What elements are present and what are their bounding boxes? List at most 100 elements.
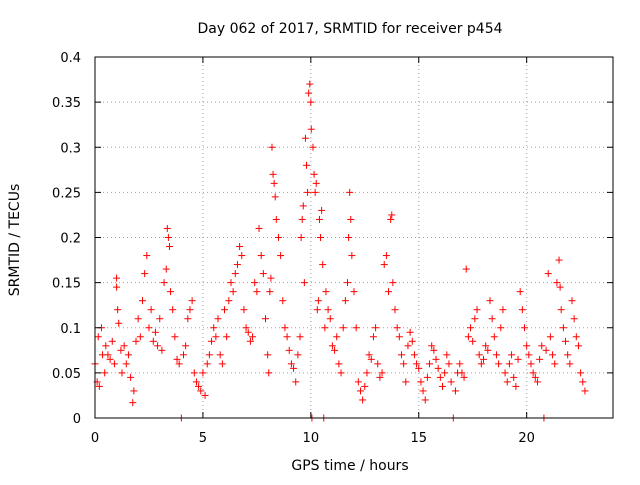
data-point xyxy=(290,364,298,372)
data-point xyxy=(436,373,444,381)
data-point xyxy=(421,396,429,404)
data-point xyxy=(562,337,570,345)
data-point xyxy=(501,369,509,377)
data-point xyxy=(564,351,572,359)
data-point xyxy=(257,252,265,260)
data-point xyxy=(581,387,589,395)
data-point xyxy=(430,346,438,354)
data-point xyxy=(318,206,326,214)
data-point xyxy=(508,351,516,359)
data-point xyxy=(477,360,485,368)
data-point xyxy=(122,360,130,368)
data-point xyxy=(104,351,112,359)
data-point xyxy=(339,324,347,332)
x-tick-label: 15 xyxy=(410,431,427,446)
data-point xyxy=(199,369,207,377)
data-point xyxy=(499,306,507,314)
data-point xyxy=(163,224,171,232)
data-point xyxy=(527,360,535,368)
data-point xyxy=(216,351,224,359)
data-point xyxy=(492,351,500,359)
data-point xyxy=(354,378,362,386)
data-point xyxy=(251,279,259,287)
data-point xyxy=(270,179,278,187)
data-point xyxy=(556,283,564,291)
data-point xyxy=(94,333,102,341)
grid xyxy=(95,57,613,418)
data-point xyxy=(117,346,125,354)
data-point xyxy=(438,382,446,390)
data-point xyxy=(346,188,354,196)
data-point xyxy=(555,256,563,264)
data-point xyxy=(314,297,322,305)
data-point xyxy=(162,265,170,273)
y-tick-label: 0.3 xyxy=(60,141,81,156)
data-point xyxy=(434,364,442,372)
data-point xyxy=(296,333,304,341)
data-point xyxy=(335,360,343,368)
data-point xyxy=(271,193,279,201)
data-point xyxy=(480,355,487,363)
data-point xyxy=(387,215,395,223)
data-point xyxy=(319,261,327,269)
data-point xyxy=(393,324,401,332)
data-point xyxy=(523,342,531,350)
data-point xyxy=(186,306,194,314)
data-point xyxy=(484,346,492,354)
data-point xyxy=(118,369,126,377)
data-point xyxy=(546,333,554,341)
y-tick-label: 0.15 xyxy=(52,277,81,292)
data-point xyxy=(141,270,149,278)
data-point xyxy=(108,337,116,345)
data-point xyxy=(324,306,332,314)
data-point xyxy=(488,315,496,323)
data-point xyxy=(542,346,550,354)
data-point xyxy=(312,179,320,187)
data-point xyxy=(292,378,300,386)
y-tick-label: 0 xyxy=(73,412,81,427)
data-point xyxy=(469,337,477,345)
data-point xyxy=(395,333,403,341)
data-point xyxy=(95,382,103,390)
data-point xyxy=(301,134,309,142)
data-point xyxy=(262,315,270,323)
data-point xyxy=(361,382,369,390)
data-point xyxy=(298,215,306,223)
data-point xyxy=(179,351,187,359)
data-point xyxy=(218,360,226,368)
data-point xyxy=(171,333,179,341)
data-point xyxy=(299,202,307,210)
x-tick-label: 10 xyxy=(303,431,320,446)
data-point xyxy=(549,351,557,359)
data-point xyxy=(423,373,431,381)
data-point xyxy=(300,279,308,287)
data-point xyxy=(345,234,353,241)
data-point xyxy=(269,170,277,178)
data-point xyxy=(175,360,183,368)
data-point xyxy=(114,306,122,314)
data-point xyxy=(359,396,367,404)
data-point xyxy=(158,346,166,354)
data-point xyxy=(127,373,135,381)
x-axis-label: GPS time / hours xyxy=(291,458,408,474)
data-point xyxy=(344,279,352,287)
data-point xyxy=(164,234,172,241)
data-point xyxy=(388,211,396,219)
x-tick-label: 5 xyxy=(199,431,207,446)
data-point xyxy=(277,252,285,260)
data-point xyxy=(190,369,198,377)
data-point xyxy=(283,333,291,341)
data-point xyxy=(553,279,561,287)
data-point xyxy=(151,328,159,336)
data-point xyxy=(145,324,153,332)
data-point xyxy=(570,315,578,323)
data-point xyxy=(406,328,414,336)
data-point xyxy=(212,333,220,341)
data-point xyxy=(113,274,121,282)
data-point xyxy=(147,306,155,314)
data-point xyxy=(279,297,287,305)
data-point xyxy=(467,324,475,332)
data-point xyxy=(374,360,382,368)
data-point xyxy=(115,319,123,327)
data-point xyxy=(538,342,546,350)
